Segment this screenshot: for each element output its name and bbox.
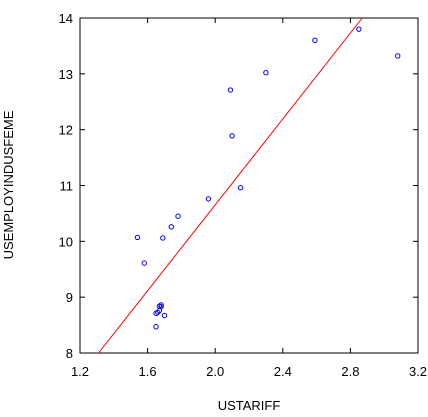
data-point [237,185,244,191]
data-point [160,235,166,241]
plot-frame [79,17,419,354]
data-point [175,213,181,219]
x-tick-label: 2.4 [274,364,292,379]
y-tick-label: 9 [66,290,73,305]
data-points [134,26,401,330]
y-tick-label: 11 [60,179,74,194]
data-point [141,260,147,266]
y-tick-label: 10 [59,234,73,249]
x-tick-label: 1.6 [139,364,157,379]
data-point [158,302,164,308]
y-tick-label: 14 [59,11,73,26]
data-point [134,234,141,241]
x-axis-title: USTARIFF [218,398,281,413]
x-tick-labels: 1.2 1.6 2.0 2.4 2.8 3.2 [71,364,427,379]
data-point [205,196,212,202]
data-point [168,224,174,230]
x-tick-label: 2.8 [341,364,359,379]
regression-line [98,17,363,354]
data-point [161,312,168,319]
y-tick-label: 13 [59,67,73,82]
data-point [395,53,401,59]
x-tick-label: 3.2 [409,364,427,379]
x-tick-label: 2.0 [206,364,224,379]
y-tick-labels: 8 9 10 11 12 13 14 [59,11,73,361]
data-point [153,324,159,330]
axis-ticks [79,17,419,354]
y-tick-label: 12 [59,123,73,138]
data-point [229,133,235,139]
data-point [227,87,234,93]
y-axis-title: USEMPLOYINDUSFEME [1,110,16,259]
data-point [356,26,362,32]
data-point [312,37,318,44]
data-point [158,303,164,310]
data-point [263,70,269,76]
y-tick-label: 8 [66,346,73,361]
x-tick-label: 1.2 [71,364,89,379]
